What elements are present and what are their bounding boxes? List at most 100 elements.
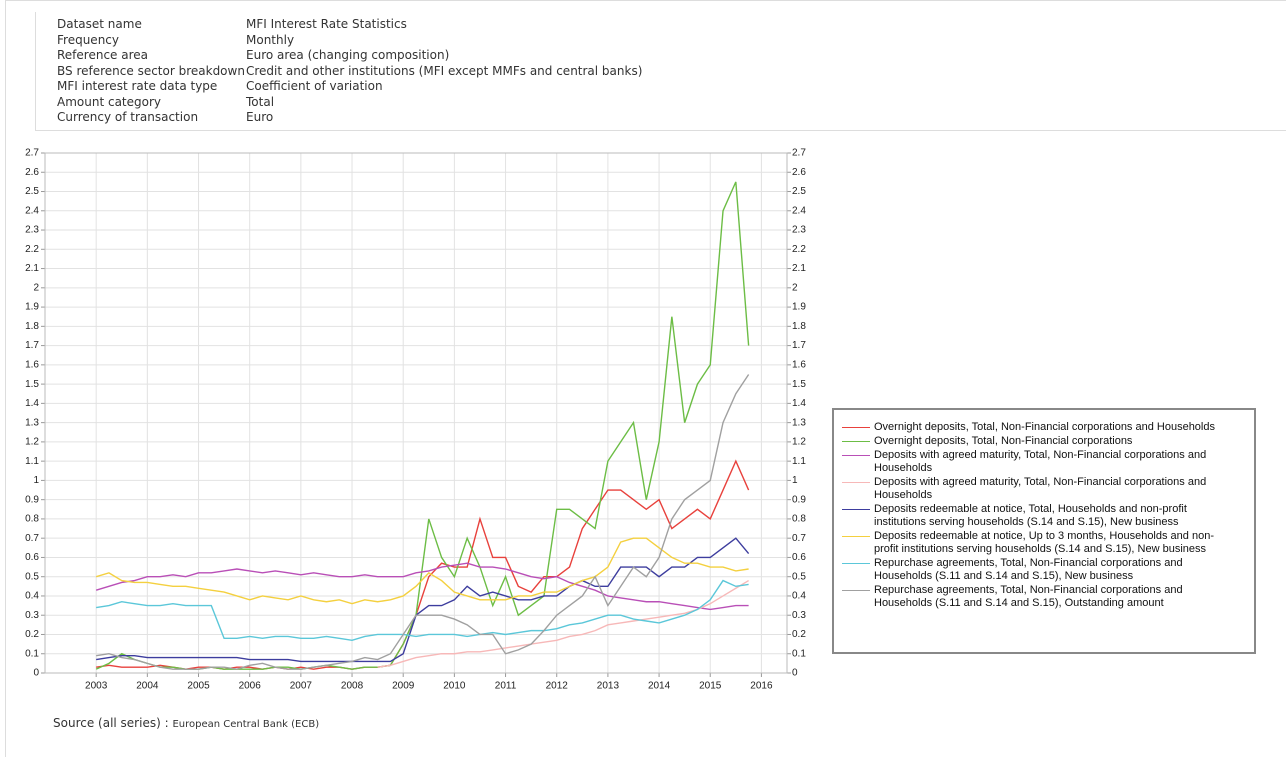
y2-tick-label: 2.2 (792, 244, 806, 255)
legend-swatch (842, 441, 870, 442)
metadata-label: Amount category (57, 94, 162, 109)
y-tick-label: 1.5 (25, 379, 39, 390)
metadata: Dataset name MFI Interest Rate Statistics… (35, 12, 1286, 131)
metadata-value: Monthly (246, 32, 295, 47)
x-tick-label: 2015 (699, 681, 722, 692)
y-tick-label: 0.1 (25, 648, 39, 659)
y-tick-label: 2.7 (25, 148, 39, 159)
metadata-row: Reference area Euro area (changing compos… (57, 48, 449, 62)
y-tick-label: 0.9 (25, 494, 39, 505)
metadata-label: Frequency (57, 32, 119, 47)
metadata-label: Dataset name (57, 17, 142, 31)
y2-tick-label: 0.8 (792, 514, 806, 525)
metadata-label: BS reference sector breakdown (57, 63, 245, 78)
y-tick-label: 0.8 (25, 514, 39, 525)
legend-item: Deposits redeemable at notice, Up to 3 m… (838, 530, 1230, 556)
y2-tick-label: 2.7 (792, 148, 806, 159)
legend-swatch (842, 536, 870, 537)
y-tick-label: 1.9 (25, 302, 39, 313)
y-tick-label: 0.2 (25, 629, 39, 640)
y2-tick-label: 1 (792, 475, 798, 486)
series-line (95, 562, 749, 611)
legend: Overnight deposits, Total, Non-Financial… (832, 408, 1256, 654)
metadata-label: Reference area (57, 48, 149, 62)
x-tick-label: 2012 (546, 681, 569, 692)
y-tick-label: 1.1 (25, 456, 39, 467)
metadata-row: MFI interest rate data type Coefficient o… (57, 79, 383, 93)
metadata-value: Total (246, 94, 275, 109)
legend-label: Deposits redeemable at notice, Total, Ho… (874, 503, 1187, 528)
y2-tick-label: 1.3 (792, 417, 806, 428)
x-tick-label: 2010 (443, 681, 466, 692)
x-tick-label: 2013 (597, 681, 620, 692)
metadata-value: Euro area (changing composition) (246, 48, 450, 62)
y-tick-label: 1.6 (25, 359, 39, 370)
legend-label: Overnight deposits, Total, Non-Financial… (874, 421, 1215, 433)
source: Source (all series) : European Central B… (53, 716, 319, 730)
x-tick-label: 2011 (495, 681, 517, 692)
y2-tick-label: 1.9 (792, 302, 806, 313)
y2-tick-label: 1.1 (792, 456, 806, 467)
series-line (377, 579, 749, 668)
y-tick-label: 1.2 (25, 437, 39, 448)
y2-tick-label: 0.2 (792, 629, 806, 640)
y-tick-label: 0.3 (25, 610, 39, 621)
metadata-row: Currency of transaction Euro (57, 110, 273, 124)
series-line (96, 579, 749, 641)
legend-item: Deposits with agreed maturity, Total, No… (838, 449, 1230, 475)
y-tick-label: 2.5 (25, 186, 39, 197)
metadata-value: MFI Interest Rate Statistics (246, 17, 407, 31)
x-tick-label: 2016 (750, 681, 773, 692)
series-line (95, 537, 749, 605)
y2-tick-label: 0.1 (792, 648, 806, 659)
series-line (96, 537, 750, 663)
metadata-value: Credit and other institutions (MFI excep… (246, 63, 643, 78)
legend-label: Deposits with agreed maturity, Total, No… (874, 449, 1207, 474)
x-tick-label: 2008 (341, 681, 364, 692)
y2-tick-label: 1.4 (792, 398, 806, 409)
y2-tick-label: 1.5 (792, 379, 806, 390)
legend-label: Deposits with agreed maturity, Total, No… (874, 476, 1207, 501)
y-tick-label: 0.5 (25, 571, 39, 582)
y2-tick-label: 0.6 (792, 552, 806, 563)
y2-tick-label: 2 (792, 282, 798, 293)
y2-tick-label: 1.2 (792, 437, 806, 448)
y-tick-label: 2.3 (25, 225, 39, 236)
y-tick-label: 1 (33, 475, 39, 486)
y-tick-label: 1.8 (25, 321, 39, 332)
legend-swatch (842, 482, 870, 483)
y-tick-label: 0.4 (25, 591, 39, 602)
y-tick-label: 1.4 (25, 398, 39, 409)
y-tick-label: 2.6 (25, 167, 39, 178)
y2-tick-label: 1.8 (792, 321, 806, 332)
y2-tick-label: 0 (792, 668, 798, 679)
metadata-value: Coefficient of variation (246, 79, 383, 93)
y2-tick-label: 2.6 (792, 167, 806, 178)
y-tick-label: 1.7 (25, 340, 39, 351)
y2-tick-label: 0.9 (792, 494, 806, 505)
plot-border (44, 152, 788, 674)
x-tick-label: 2014 (648, 681, 671, 692)
y2-tick-label: 0.7 (792, 533, 806, 544)
y-tick-label: 2.4 (25, 205, 39, 216)
legend-swatch (842, 563, 870, 564)
chart: 0 0.1 0.2 0.3 0.4 0.5 0.6 0.7 0.8 0.9 1 1.1 1.2 1.3 1.… (25, 148, 806, 692)
y2-tick-label: 0.5 (792, 571, 806, 582)
y2-tick-label: 1.7 (792, 340, 806, 351)
legend-item: Deposits redeemable at notice, Total, Ho… (838, 503, 1230, 529)
series-line (96, 374, 750, 670)
y-tick-label: 1.3 (25, 417, 39, 428)
x-tick-label: 2006 (239, 681, 262, 692)
y-tick-label: 0 (33, 668, 39, 679)
legend-label: Repurchase agreements, Total, Non-Financ… (874, 557, 1183, 582)
legend-swatch (842, 427, 870, 428)
legend-swatch (842, 455, 870, 456)
source-value: European Central Bank (ECB) (172, 719, 320, 730)
legend-item: Overnight deposits, Total, Non-Financial… (838, 421, 1230, 434)
legend-swatch (842, 590, 870, 591)
legend-label: Deposits redeemable at notice, Up to 3 m… (874, 530, 1214, 555)
legend-swatch (842, 509, 870, 510)
x-tick-label: 2005 (187, 681, 210, 692)
source-label: Source (all series) : (53, 716, 169, 730)
